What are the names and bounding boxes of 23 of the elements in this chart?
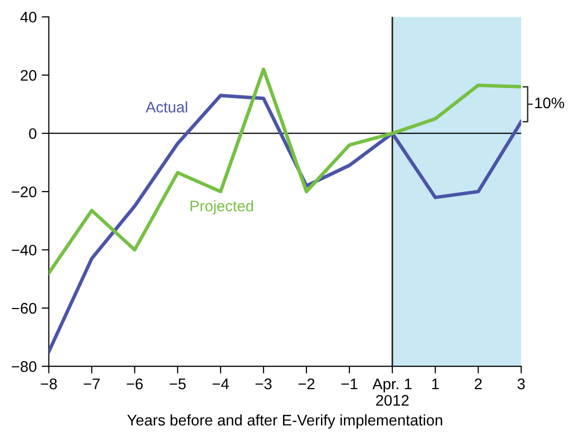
x-tick-label: −2	[298, 378, 314, 390]
x-tick-label: Apr. 1 2012	[372, 378, 412, 406]
y-tick-label: −60	[12, 302, 36, 314]
x-tick-label: −6	[126, 378, 143, 390]
x-tick-label: 3	[518, 378, 525, 390]
x-tick-label: −3	[256, 378, 272, 390]
y-tick-label: 0	[29, 128, 36, 140]
x-tick-label: −1	[341, 378, 358, 390]
x-tick-label: 1	[432, 378, 439, 390]
annotation: 10%	[535, 98, 564, 108]
y-tick-label: −80	[12, 361, 36, 372]
x-tick-label: −4	[212, 378, 229, 390]
series-label: Actual	[146, 101, 188, 113]
x-tick-label: −8	[40, 378, 57, 390]
y-tick-label: −20	[12, 186, 36, 198]
y-tick-label: 40	[20, 12, 36, 23]
x-tick-label: −5	[170, 378, 186, 390]
y-tick-label: 20	[20, 70, 36, 81]
x-axis-title: Years before and after E-Verify implementation	[127, 414, 442, 429]
x-tick-label: 2	[474, 378, 482, 390]
x-tick-label: −7	[84, 378, 100, 390]
series-label: Projected	[190, 200, 253, 214]
y-tick-label: −40	[12, 244, 36, 256]
